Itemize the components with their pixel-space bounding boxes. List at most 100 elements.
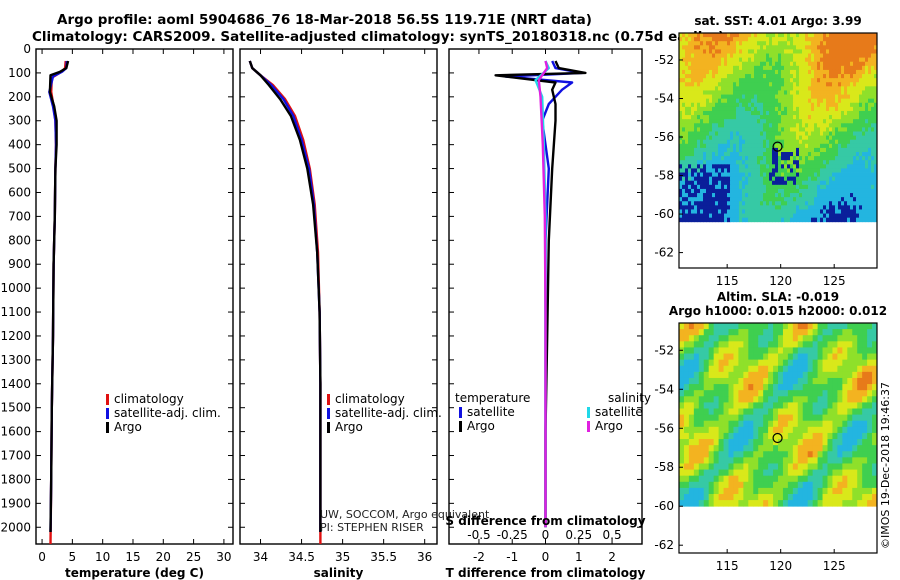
map-cell	[763, 74, 767, 79]
map-cell	[723, 463, 729, 470]
map-cell	[724, 90, 728, 95]
map-cell	[706, 213, 710, 219]
map-cell	[814, 57, 818, 63]
map-cell	[852, 420, 858, 428]
map-cell	[712, 131, 716, 136]
map-cell	[787, 197, 791, 202]
map-cell	[751, 78, 755, 83]
map-cell	[802, 457, 809, 464]
map-cell	[691, 184, 695, 190]
s-tick-label: -0.5	[467, 528, 490, 542]
map-cell	[736, 106, 740, 112]
map-cell	[683, 481, 690, 489]
map-cell	[808, 82, 812, 87]
map-cell	[807, 377, 814, 385]
map-cell	[763, 143, 767, 149]
map-cell	[754, 82, 758, 87]
map-cell	[727, 156, 731, 161]
map-cell	[844, 193, 848, 198]
map-cell	[847, 390, 853, 397]
map-cell	[852, 402, 858, 409]
map-cell	[745, 94, 749, 100]
map-cell	[847, 123, 851, 128]
map-cell	[748, 209, 752, 214]
map-cell	[709, 90, 713, 95]
x-tick-label: 20	[156, 550, 171, 564]
map-cell	[754, 172, 758, 178]
map-cell	[685, 65, 689, 71]
map-cell	[838, 53, 842, 59]
map-cell	[733, 205, 737, 210]
map-cell	[743, 439, 749, 446]
map-cell	[715, 131, 719, 136]
map-cell	[772, 115, 776, 120]
map-cell	[679, 463, 685, 470]
map-cell	[841, 33, 845, 38]
map-cell	[856, 131, 860, 136]
map-cell	[841, 180, 845, 186]
map-cell	[708, 414, 715, 422]
map-cell	[841, 49, 845, 54]
map-cell	[784, 143, 788, 149]
map-cell	[727, 78, 731, 83]
map-cell	[842, 445, 848, 452]
map-cell	[708, 457, 715, 464]
map-cell	[763, 180, 767, 186]
map-cell	[847, 396, 853, 403]
map-cell	[754, 147, 758, 153]
map-cell	[782, 402, 789, 409]
map-cell	[787, 184, 791, 190]
map-cell	[757, 180, 761, 186]
map-cell	[769, 139, 773, 145]
map-cell	[778, 94, 782, 100]
map-cell	[781, 188, 785, 194]
map-cell	[721, 45, 725, 50]
map-cell	[787, 201, 791, 206]
map-cell	[837, 475, 843, 483]
map-cell	[768, 390, 774, 397]
map-cell	[724, 131, 728, 136]
map-cell	[820, 33, 824, 38]
map-cell	[768, 384, 774, 391]
map-cell	[805, 53, 809, 59]
map-cell	[842, 469, 848, 477]
map-cell	[844, 119, 848, 124]
map-cell	[844, 164, 848, 169]
map-cell	[790, 127, 794, 132]
map-cell	[768, 377, 774, 385]
map-cell	[763, 463, 769, 470]
map-cell	[758, 426, 764, 434]
map-cell	[773, 377, 779, 385]
map-cell	[739, 110, 743, 116]
map-cell	[817, 323, 823, 330]
map-cell	[847, 90, 851, 95]
map-cell	[838, 41, 842, 46]
map-cell	[733, 188, 737, 194]
map-cell	[766, 217, 770, 223]
map-cell	[773, 384, 779, 391]
map-cell	[723, 384, 729, 391]
map-cell	[793, 152, 797, 157]
map-cell	[856, 152, 860, 157]
map-cell	[718, 217, 722, 223]
map-cell	[718, 131, 722, 136]
map-cell	[706, 90, 710, 95]
map-cell	[733, 445, 739, 452]
map-cell	[837, 451, 843, 458]
map-cell	[766, 98, 770, 104]
map-cell	[802, 86, 806, 91]
map-cell	[832, 347, 838, 354]
map-cell	[703, 94, 707, 100]
map-cell	[842, 384, 848, 391]
map-cell	[850, 115, 854, 120]
map-cell	[862, 414, 868, 422]
map-cell	[850, 164, 854, 169]
map-cell	[773, 353, 779, 361]
map-cell	[862, 57, 866, 63]
map-cell	[808, 106, 812, 112]
map-cell	[685, 98, 689, 104]
map-cell	[790, 193, 794, 198]
map-cell	[723, 432, 729, 440]
map-cell	[733, 457, 739, 464]
map-cell	[790, 143, 794, 149]
